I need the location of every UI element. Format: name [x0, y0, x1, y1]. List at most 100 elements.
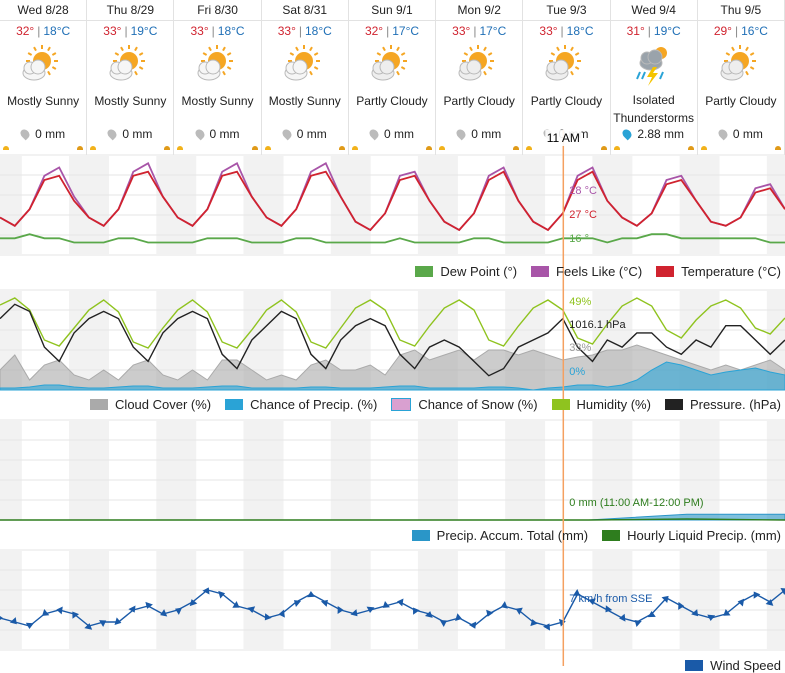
- night-band: [156, 420, 197, 520]
- wind-arrow: [56, 606, 63, 615]
- night-band: [0, 550, 22, 650]
- weather-icon: [109, 45, 146, 81]
- precip-amount: 0 mm: [209, 127, 240, 141]
- day-temps: 33° | 18°C: [262, 23, 348, 39]
- night-band: [0, 155, 22, 255]
- hover-value: 0%: [569, 366, 585, 378]
- wind-arrow: [396, 598, 404, 607]
- sunrise-icon: [439, 146, 446, 150]
- precip: 0 mm: [87, 127, 173, 141]
- sunrise-icon: [3, 146, 9, 150]
- condition: Partly Cloudy: [443, 94, 515, 108]
- condition: Partly Cloudy: [705, 94, 777, 108]
- sunset-icon: [164, 146, 171, 150]
- line: [0, 589, 785, 627]
- low-temp: 18°C: [43, 24, 71, 38]
- wind-arrow: [587, 598, 596, 605]
- weather-icon: [22, 45, 59, 81]
- day-temps: 32° | 18°C: [0, 23, 86, 39]
- line: [0, 233, 785, 244]
- high-temp: 33°: [452, 24, 471, 38]
- sunrise-icon: [351, 146, 358, 150]
- wind-arrow: [350, 609, 358, 617]
- forecast-header: Wed 8/28 32° | 18°C Mostly Sunny 0 mm Thu 8/29…: [0, 0, 785, 155]
- wind-arrow: [780, 587, 785, 595]
- day-column: Thu 9/5 29° | 16°C Partly Cloudy 0 mm: [697, 0, 785, 155]
- wind-arrow: [0, 616, 3, 620]
- wind-arrow: [707, 614, 716, 621]
- wind-arrow: [515, 607, 523, 615]
- precip: 0 mm: [174, 127, 260, 141]
- low-temp: 18°C: [305, 24, 332, 38]
- legend-label: Cloud Cover (%): [115, 397, 212, 412]
- line: [0, 170, 785, 232]
- line: [0, 518, 785, 521]
- day-date: Thu 9/5: [697, 0, 784, 21]
- night-band: [243, 550, 284, 650]
- temp-separator: |: [37, 24, 41, 38]
- day-column: Fri 8/30 33° | 18°C Mostly Sunny 0 mm: [174, 0, 262, 155]
- wind-arrow: [72, 611, 80, 619]
- wind-arrow: [753, 591, 761, 599]
- line: [0, 297, 785, 349]
- day-column: Sat 8/31 33° | 18°C Mostly Sunny 0 mm: [261, 0, 349, 155]
- legend-label: Pressure. (hPa): [689, 397, 781, 412]
- legend-item: Precip. Accum. Total (mm): [411, 528, 588, 543]
- legend: Dew Point (°) Feels Like (°C) Temperature …: [415, 264, 781, 279]
- hover-value: 28 °C: [569, 185, 597, 197]
- legend-label: Feels Like (°C): [556, 264, 643, 279]
- condition: Mostly Sunny: [94, 94, 167, 108]
- legend-item: Hourly Liquid Precip. (mm): [602, 528, 781, 543]
- night-band: [330, 155, 371, 255]
- temp-separator: |: [473, 24, 477, 38]
- night-band: [505, 155, 546, 255]
- day-column: Wed 8/28 32° | 18°C Mostly Sunny 0 mm: [0, 0, 88, 155]
- day-date: Fri 8/30: [174, 0, 261, 21]
- precip-amount: 2.88 mm: [637, 127, 684, 141]
- hover-value: 16 °: [569, 233, 589, 245]
- temp-separator: |: [298, 24, 302, 38]
- night-band: [505, 420, 546, 520]
- night-band: [330, 550, 371, 650]
- day-column: Mon 9/2 33° | 17°C Partly Cloudy 0 mm: [436, 0, 524, 155]
- night-band: [243, 155, 284, 255]
- condition: Mostly Sunny: [268, 94, 341, 108]
- wind-arrow: [307, 591, 316, 598]
- night-band: [243, 420, 284, 520]
- sunset-icon: [426, 146, 433, 150]
- day-date: Wed 9/4: [610, 0, 697, 21]
- hover-value: 1016.1 hPa: [569, 319, 626, 331]
- legend-swatch: [411, 530, 430, 541]
- legend-swatch: [602, 530, 621, 541]
- temp-separator: |: [211, 24, 215, 38]
- precip-amount: 0 mm: [122, 127, 153, 141]
- condition: Mostly Sunny: [7, 94, 80, 108]
- night-band: [417, 155, 458, 255]
- high-temp: 33°: [190, 24, 209, 38]
- low-temp: 18°C: [566, 24, 594, 38]
- sunrise-icon: [90, 146, 97, 150]
- sunset-icon: [338, 146, 345, 150]
- chart-bg: [0, 549, 785, 651]
- low-temp: 19°C: [130, 24, 158, 38]
- wind-arrow: [382, 601, 390, 608]
- wind-arrow: [99, 620, 107, 627]
- day-temps: 33° | 19°C: [87, 23, 173, 39]
- day-date: Sat 8/31: [261, 0, 348, 21]
- wind-arrow: [765, 599, 774, 606]
- cursor-label: 11 AM: [547, 131, 580, 145]
- night-band: [766, 420, 785, 520]
- night-band: [417, 420, 458, 520]
- high-temp: 33°: [277, 24, 296, 38]
- wind-arrow: [605, 605, 613, 613]
- wind-arrow: [293, 600, 302, 607]
- wind-arrow: [500, 601, 508, 609]
- condition: Partly Cloudy: [356, 94, 428, 108]
- night-band: [0, 420, 22, 520]
- low-temp: 17°C: [392, 24, 420, 38]
- weather-icon: [371, 45, 407, 81]
- sunrise-icon: [700, 146, 707, 150]
- legend: Precip. Accum. Total (mm) Hourly Liquid P…: [411, 528, 781, 543]
